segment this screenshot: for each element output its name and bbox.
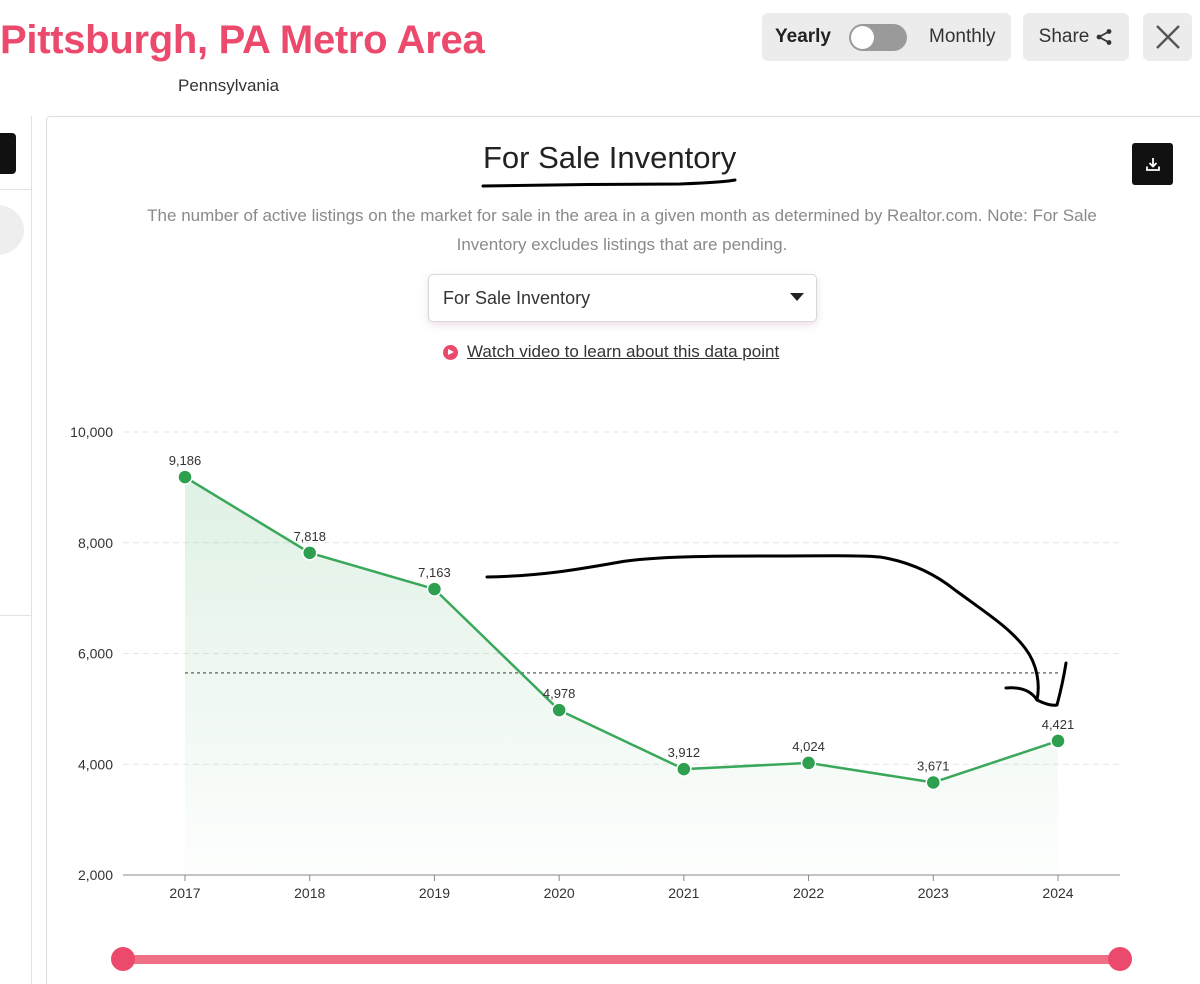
data-label: 4,421 — [1042, 717, 1075, 732]
metric-select-value: For Sale Inventory — [443, 288, 591, 308]
share-icon — [1096, 29, 1112, 45]
x-tick-label: 2024 — [1042, 885, 1073, 901]
data-point — [551, 702, 567, 718]
area-fill — [185, 477, 1058, 875]
y-tick-label: 2,000 — [78, 867, 113, 883]
data-label: 9,186 — [169, 453, 202, 468]
switch-knob — [851, 26, 874, 49]
data-point — [925, 774, 942, 791]
data-point — [800, 755, 817, 771]
data-label: 3,912 — [668, 745, 701, 760]
data-label: 7,163 — [418, 565, 451, 580]
data-point — [301, 545, 318, 561]
year-range-track[interactable] — [123, 955, 1120, 964]
download-icon — [1145, 158, 1160, 171]
x-tick-label: 2019 — [419, 885, 450, 901]
side-divider — [0, 615, 32, 616]
data-point — [177, 469, 193, 485]
watch-video-link[interactable]: Watch video to learn about this data poi… — [443, 342, 779, 362]
range-start-handle[interactable] — [111, 947, 135, 971]
share-label: Share — [1038, 26, 1090, 47]
range-end-handle[interactable] — [1108, 947, 1132, 971]
data-point — [1050, 733, 1066, 749]
x-tick-label: 2017 — [169, 885, 200, 901]
data-label: 7,818 — [293, 529, 326, 544]
period-toggle: Yearly Monthly — [762, 13, 1011, 61]
hand-drawn-arrow-tick — [1004, 686, 1039, 702]
x-tick-label: 2020 — [544, 885, 575, 901]
hand-drawn-arrow-annotation — [485, 554, 1068, 707]
title-underline-annotation — [481, 178, 737, 188]
metric-select[interactable]: For Sale Inventory — [428, 274, 817, 322]
side-panel-button[interactable] — [0, 133, 16, 174]
y-tick-label: 4,000 — [78, 756, 113, 772]
share-button[interactable]: Share — [1023, 13, 1129, 61]
watch-video-text: Watch video to learn about this data poi… — [467, 342, 780, 361]
y-tick-label: 8,000 — [78, 535, 113, 551]
close-icon — [1155, 25, 1180, 49]
data-point — [676, 761, 692, 777]
download-button[interactable] — [1132, 143, 1173, 185]
x-tick-label: 2018 — [294, 885, 325, 901]
side-divider — [0, 189, 32, 190]
series-line — [184, 476, 1059, 784]
data-label: 4,024 — [792, 739, 825, 754]
x-tick-label: 2022 — [793, 885, 824, 901]
play-icon — [443, 344, 458, 360]
chart-title: For Sale Inventory — [483, 140, 737, 175]
toggle-monthly-label[interactable]: Monthly — [929, 26, 996, 47]
period-switch[interactable] — [849, 24, 907, 51]
page-subtitle: Pennsylvania — [178, 76, 280, 95]
toggle-yearly-label[interactable]: Yearly — [775, 26, 831, 47]
close-button[interactable] — [1143, 13, 1192, 61]
x-tick-label: 2023 — [918, 885, 949, 901]
data-label: 3,671 — [917, 758, 950, 773]
x-tick-label: 2021 — [668, 885, 699, 901]
side-panel-edge — [0, 116, 32, 984]
caret-down-icon — [790, 293, 804, 301]
data-label: 4,978 — [543, 686, 576, 701]
y-tick-label: 10,000 — [70, 424, 113, 440]
data-point — [426, 581, 443, 597]
page-title: Pittsburgh, PA Metro Area — [0, 18, 485, 62]
chart-description: The number of active listings on the mar… — [147, 206, 1097, 254]
y-tick-label: 6,000 — [78, 646, 113, 662]
